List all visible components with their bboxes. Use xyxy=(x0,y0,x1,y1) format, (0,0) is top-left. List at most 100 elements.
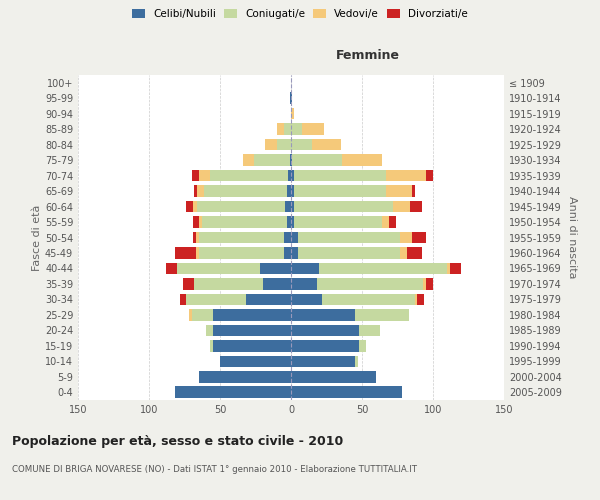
Bar xyxy=(415,294,418,305)
Bar xyxy=(284,232,291,243)
Bar xyxy=(191,309,213,320)
Bar xyxy=(291,294,322,305)
Bar xyxy=(193,232,196,243)
Bar xyxy=(291,92,292,104)
Bar xyxy=(166,262,178,274)
Bar xyxy=(277,139,291,150)
Bar xyxy=(194,278,263,289)
Bar xyxy=(189,309,191,320)
Bar xyxy=(288,170,291,181)
Bar xyxy=(450,262,461,274)
Bar xyxy=(291,170,294,181)
Bar xyxy=(199,371,291,382)
Bar xyxy=(407,247,422,259)
Bar xyxy=(183,278,194,289)
Bar xyxy=(322,294,415,305)
Bar xyxy=(412,232,426,243)
Bar xyxy=(317,278,423,289)
Bar xyxy=(263,278,291,289)
Bar xyxy=(186,200,193,212)
Bar xyxy=(220,356,291,367)
Bar xyxy=(291,262,319,274)
Bar xyxy=(287,216,291,228)
Bar xyxy=(205,186,287,197)
Bar xyxy=(400,232,412,243)
Bar xyxy=(291,232,298,243)
Bar xyxy=(291,324,359,336)
Bar xyxy=(291,340,359,351)
Bar xyxy=(245,294,291,305)
Bar xyxy=(386,170,426,181)
Bar xyxy=(286,200,291,212)
Bar xyxy=(294,186,386,197)
Bar xyxy=(298,247,400,259)
Bar xyxy=(193,200,197,212)
Bar xyxy=(193,216,199,228)
Bar xyxy=(213,324,291,336)
Legend: Celibi/Nubili, Coniugati/e, Vedovi/e, Divorziati/e: Celibi/Nubili, Coniugati/e, Vedovi/e, Di… xyxy=(128,5,472,24)
Bar xyxy=(199,216,202,228)
Bar xyxy=(202,216,287,228)
Bar xyxy=(175,247,196,259)
Bar xyxy=(180,294,186,305)
Bar xyxy=(359,324,380,336)
Bar xyxy=(291,108,294,120)
Bar xyxy=(254,154,290,166)
Bar xyxy=(291,247,298,259)
Bar xyxy=(292,154,342,166)
Bar xyxy=(287,186,291,197)
Bar xyxy=(291,139,313,150)
Bar xyxy=(291,200,294,212)
Bar xyxy=(291,216,294,228)
Bar xyxy=(291,356,355,367)
Y-axis label: Anni di nascita: Anni di nascita xyxy=(567,196,577,279)
Bar xyxy=(197,200,286,212)
Bar xyxy=(191,170,199,181)
Y-axis label: Fasce di età: Fasce di età xyxy=(32,204,42,270)
Bar xyxy=(382,216,389,228)
Bar xyxy=(199,170,210,181)
Bar xyxy=(291,386,402,398)
Bar xyxy=(290,92,291,104)
Bar xyxy=(418,294,424,305)
Bar xyxy=(291,124,302,135)
Text: Popolazione per età, sesso e stato civile - 2010: Popolazione per età, sesso e stato civil… xyxy=(12,435,343,448)
Bar xyxy=(423,278,426,289)
Bar xyxy=(290,154,291,166)
Bar xyxy=(294,200,393,212)
Bar xyxy=(294,170,386,181)
Text: COMUNE DI BRIGA NOVARESE (NO) - Dati ISTAT 1° gennaio 2010 - Elaborazione TUTTIT: COMUNE DI BRIGA NOVARESE (NO) - Dati IST… xyxy=(12,465,417,474)
Bar xyxy=(284,124,291,135)
Bar xyxy=(447,262,450,274)
Bar xyxy=(210,170,288,181)
Bar xyxy=(243,154,254,166)
Text: Femmine: Femmine xyxy=(335,49,400,62)
Bar xyxy=(265,139,277,150)
Bar xyxy=(260,262,291,274)
Bar xyxy=(410,200,422,212)
Bar xyxy=(389,216,396,228)
Bar xyxy=(194,186,197,197)
Bar xyxy=(313,139,341,150)
Bar xyxy=(355,356,358,367)
Bar xyxy=(291,278,317,289)
Bar xyxy=(302,124,323,135)
Bar xyxy=(291,309,355,320)
Bar xyxy=(291,186,294,197)
Bar xyxy=(412,186,415,197)
Bar xyxy=(319,262,447,274)
Bar xyxy=(294,216,382,228)
Bar xyxy=(426,278,433,289)
Bar xyxy=(393,200,410,212)
Bar xyxy=(291,371,376,382)
Bar xyxy=(199,247,284,259)
Bar xyxy=(359,340,366,351)
Bar xyxy=(199,232,284,243)
Bar xyxy=(342,154,382,166)
Bar xyxy=(284,247,291,259)
Bar xyxy=(426,170,433,181)
Bar xyxy=(400,247,407,259)
Bar xyxy=(196,232,199,243)
Bar xyxy=(291,154,292,166)
Bar xyxy=(175,386,291,398)
